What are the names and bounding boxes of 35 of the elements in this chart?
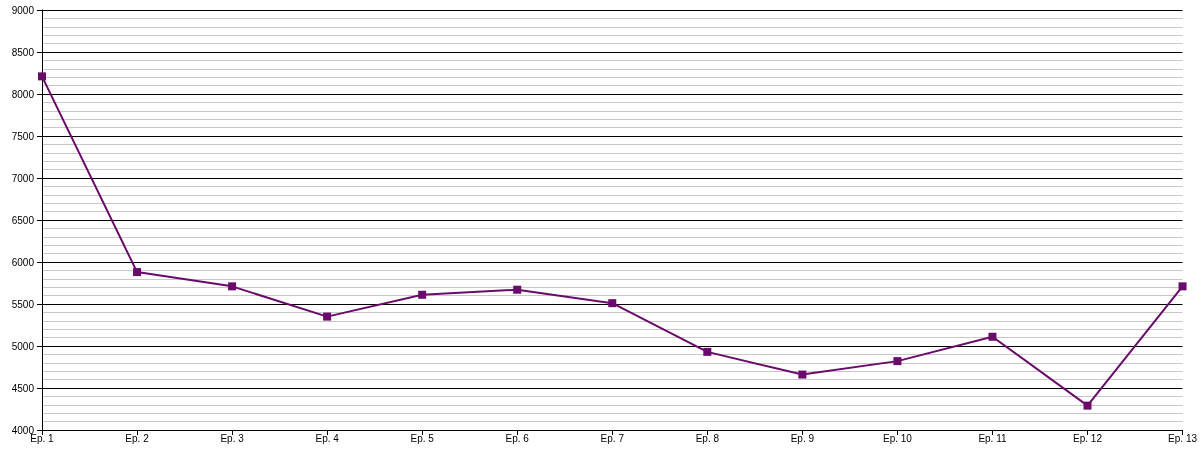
x-tick-label: Ep. 6 — [505, 432, 530, 444]
y-tick-label: 5000 — [11, 340, 35, 352]
x-tick-label: Ep. 2 — [125, 432, 150, 444]
y-tick-label: 5500 — [11, 298, 35, 310]
point — [1178, 282, 1187, 291]
point — [893, 357, 902, 366]
y-tick-label: 6000 — [11, 256, 35, 268]
point — [323, 312, 332, 321]
x-tick-label: Ep. 11 — [978, 432, 1007, 444]
y-tick-label: 8000 — [11, 88, 35, 100]
y-tick-label: 4500 — [11, 382, 35, 394]
x-tick-label: Ep. 8 — [695, 432, 720, 444]
x-tick-label: Ep. 4 — [315, 432, 340, 444]
point — [513, 285, 522, 294]
point — [228, 282, 237, 291]
y-tick-label: 9000 — [11, 4, 35, 16]
point — [418, 290, 427, 299]
x-tick-label: Ep. 10 — [882, 432, 913, 444]
y-tick-label: 8500 — [11, 46, 35, 58]
point — [703, 347, 712, 356]
y-tick-label: 7000 — [11, 172, 35, 184]
x-tick-label: Ep. 5 — [410, 432, 435, 444]
point — [38, 72, 46, 81]
x-tick-label: Ep. 7 — [600, 432, 625, 444]
point — [988, 332, 997, 341]
point — [608, 299, 617, 308]
point — [133, 268, 142, 277]
y-tick-label: 6500 — [11, 214, 35, 226]
point — [798, 370, 807, 379]
point — [1083, 401, 1092, 410]
x-tick-label: Ep. 3 — [220, 432, 245, 444]
x-tick-label: Ep. 9 — [790, 432, 815, 444]
x-tick-label: Ep. 12 — [1073, 432, 1103, 444]
y-tick-label: 7500 — [11, 130, 35, 142]
x-tick-label: Ep. 13 — [1168, 432, 1198, 444]
